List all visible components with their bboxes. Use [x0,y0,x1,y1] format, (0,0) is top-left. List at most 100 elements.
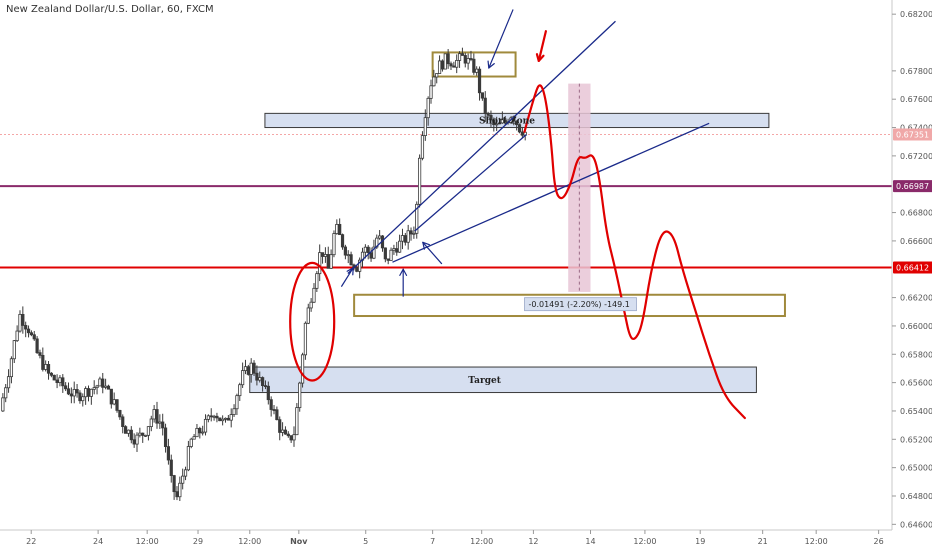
candle-body [135,434,139,445]
candle-body [86,388,91,397]
blue-arrow [488,9,514,69]
price-tick-label: 0.65200 [900,435,932,444]
candle-body [141,432,145,436]
candle-body [158,421,162,424]
candle-body [146,426,151,436]
candle-body [201,431,205,434]
candle-body [143,434,148,437]
candle-body [101,378,105,388]
candle-body [104,385,108,388]
candle-body [61,377,65,387]
red-projection-path [523,84,746,420]
price-tick-label: 0.65800 [900,350,932,359]
candle-body [4,387,8,399]
candle-body [332,233,336,256]
candle-body [38,352,42,356]
price-tick-label: 0.65000 [900,464,932,473]
candle-body [280,429,285,433]
candle-body [226,417,230,421]
candle-body [49,372,53,376]
candle-body [178,482,182,498]
time-tick-label: 12:00 [633,537,656,546]
candle-body [6,376,11,389]
candle-body [489,114,493,121]
time-tick-label: 29 [193,537,203,546]
candle-body [252,362,256,374]
candle-body [369,252,373,259]
candle-body [32,334,36,340]
measure-label-box [524,297,637,312]
candle-body [320,252,325,257]
candle-body [486,113,490,116]
candle-body [440,60,445,70]
time-tick-label: 26 [874,537,884,546]
price-axis: 0.68200 0.67800 0.67600 0.67400 0.67200 0.668… [891,0,932,530]
candle-body [95,385,99,389]
blue-arrow-head [346,267,354,276]
time-tick-label: 21 [758,537,768,546]
candle-body [335,224,339,234]
candle-body [452,65,456,68]
candle-body [483,97,487,115]
drawings-layer: Short Zone Target -0.01491 (-2.20%) -149.1 [289,9,746,420]
time-tick-label: 19 [695,537,705,546]
candle-body [206,415,210,420]
candle-body [477,68,482,94]
time-tick-label: 22 [26,537,36,546]
candle-body [249,362,253,375]
candle-body [449,63,453,67]
candle-body [395,248,399,253]
grid-layer [0,134,892,269]
candle-body [272,409,276,411]
time-tick-label: 5 [363,537,368,546]
candle-body [46,364,51,374]
time-tick-label: 24 [93,537,103,546]
candle-body [366,246,370,254]
candle-body [72,389,76,397]
candle-body [338,224,342,236]
candle-body [298,382,302,409]
price-tick-label: 0.66800 [900,209,932,218]
candle-body [55,379,59,384]
candle-body [306,307,310,324]
candle-body [292,434,296,441]
candle-body [58,377,62,384]
candle-body [429,85,433,99]
candle-body [517,124,522,133]
candle-body [326,254,330,269]
candle-body [315,273,319,289]
candle-body [383,247,387,260]
candle-body [81,396,85,402]
candle-body [515,120,519,126]
candle-body [472,58,476,73]
candle-body [26,328,31,334]
trend-line [414,134,527,232]
candle-body [455,60,459,68]
candle-body [409,230,413,235]
candle-body [241,370,245,386]
candle-body [435,73,439,78]
candle-body [255,372,259,381]
candle-body [212,415,216,418]
candle-body [183,469,188,477]
blue-arrow-head [399,268,408,276]
candle-body [309,301,313,309]
price-tick-label: 0.67400 [900,124,932,133]
candle-body [109,388,113,405]
candle-body [235,395,239,410]
candle-body [432,76,436,87]
candle-body [84,388,88,398]
blue-arrow-head [487,60,495,69]
candle-body [223,417,228,420]
candle-body [44,364,48,370]
candle-body [155,409,159,424]
candle-body [520,131,524,136]
candle-body [463,55,467,64]
candle-body [457,53,462,61]
candle-body [18,313,22,332]
time-tick-label: 7 [430,537,435,546]
candle-body [169,459,173,476]
candle-body [300,354,305,384]
support-box [353,293,786,318]
